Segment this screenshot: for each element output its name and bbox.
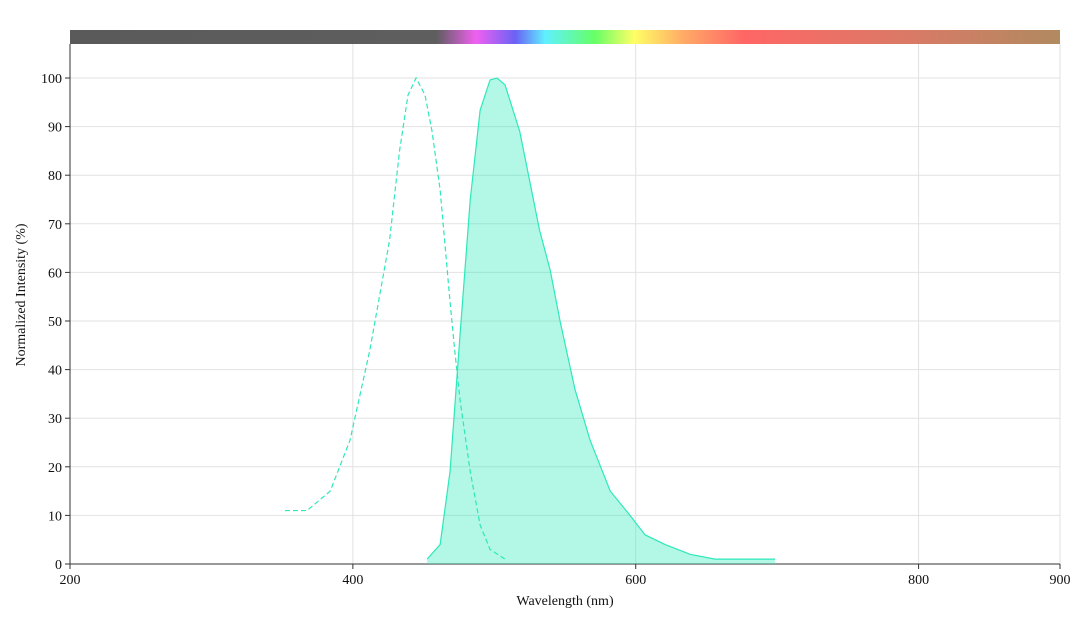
y-tick-label: 80 bbox=[48, 169, 62, 184]
y-tick-label: 20 bbox=[48, 461, 62, 476]
line bbox=[426, 77, 776, 560]
y-tick-label: 30 bbox=[48, 412, 62, 427]
x-tick-label: 400 bbox=[342, 573, 363, 588]
y-tick-label: 10 bbox=[48, 509, 62, 524]
y-tick-label: 90 bbox=[48, 121, 62, 136]
y-tick-label: 50 bbox=[48, 315, 62, 330]
y-tick-label: 100 bbox=[41, 72, 62, 87]
y-tick-label: 60 bbox=[48, 266, 62, 281]
x-tick-label: 200 bbox=[60, 573, 81, 588]
x-axis-label: Wavelength (nm) bbox=[516, 594, 614, 609]
x-tick-label: 600 bbox=[625, 573, 646, 588]
line bbox=[284, 76, 506, 560]
x-tick-label: 900 bbox=[1050, 573, 1071, 588]
spectrum-bar bbox=[70, 30, 1060, 44]
y-tick-label: 0 bbox=[55, 558, 62, 573]
y-axis-label: Normalized Intensity (%) bbox=[14, 223, 29, 366]
x-tick-label: 800 bbox=[908, 573, 929, 588]
area bbox=[427, 78, 776, 564]
y-tick-label: 70 bbox=[48, 218, 62, 233]
y-tick-label: 40 bbox=[48, 364, 62, 379]
